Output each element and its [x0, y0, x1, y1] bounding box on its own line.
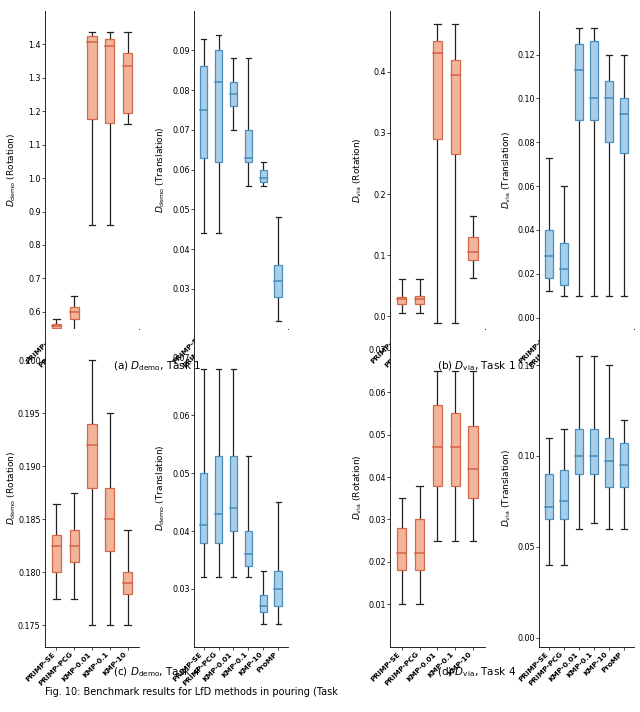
FancyBboxPatch shape: [397, 528, 406, 570]
FancyBboxPatch shape: [70, 307, 79, 319]
FancyBboxPatch shape: [87, 424, 97, 488]
FancyBboxPatch shape: [397, 297, 406, 304]
Y-axis label: $D_{\mathrm{demo}}$ (Translation): $D_{\mathrm{demo}}$ (Translation): [155, 444, 168, 531]
FancyBboxPatch shape: [433, 405, 442, 486]
FancyBboxPatch shape: [87, 36, 97, 120]
Y-axis label: $D_{\mathrm{demo}}$ (Rotation): $D_{\mathrm{demo}}$ (Rotation): [6, 451, 19, 525]
FancyBboxPatch shape: [560, 243, 568, 285]
FancyBboxPatch shape: [105, 488, 115, 551]
FancyBboxPatch shape: [468, 426, 477, 498]
FancyBboxPatch shape: [259, 169, 268, 182]
Y-axis label: $D_{\mathrm{via}}$ (Rotation): $D_{\mathrm{via}}$ (Rotation): [351, 137, 364, 202]
FancyBboxPatch shape: [433, 41, 442, 139]
FancyBboxPatch shape: [575, 429, 583, 474]
FancyBboxPatch shape: [605, 438, 612, 487]
FancyBboxPatch shape: [244, 531, 252, 566]
FancyBboxPatch shape: [275, 265, 282, 297]
FancyBboxPatch shape: [259, 595, 268, 612]
FancyBboxPatch shape: [52, 535, 61, 572]
Text: (d) $D_{\mathrm{via}}$, Task 4: (d) $D_{\mathrm{via}}$, Task 4: [437, 666, 516, 679]
FancyBboxPatch shape: [605, 81, 612, 142]
FancyBboxPatch shape: [230, 82, 237, 106]
FancyBboxPatch shape: [123, 53, 132, 112]
Y-axis label: $D_{\mathrm{via}}$ (Translation): $D_{\mathrm{via}}$ (Translation): [500, 449, 513, 527]
Y-axis label: $D_{\mathrm{via}}$ (Translation): $D_{\mathrm{via}}$ (Translation): [500, 131, 513, 209]
FancyBboxPatch shape: [200, 66, 207, 158]
FancyBboxPatch shape: [468, 237, 477, 260]
Text: Fig. 10: Benchmark results for LfD methods in pouring (Task: Fig. 10: Benchmark results for LfD metho…: [45, 687, 338, 697]
Text: (c) $D_{\mathrm{demo}}$, Task 4: (c) $D_{\mathrm{demo}}$, Task 4: [113, 666, 201, 679]
Y-axis label: $D_{\mathrm{demo}}$ (Translation): $D_{\mathrm{demo}}$ (Translation): [155, 127, 168, 213]
FancyBboxPatch shape: [275, 572, 282, 606]
FancyBboxPatch shape: [620, 443, 628, 487]
FancyBboxPatch shape: [244, 130, 252, 162]
FancyBboxPatch shape: [214, 51, 222, 162]
FancyBboxPatch shape: [52, 324, 61, 328]
FancyBboxPatch shape: [415, 520, 424, 570]
FancyBboxPatch shape: [545, 230, 553, 278]
FancyBboxPatch shape: [123, 572, 132, 594]
FancyBboxPatch shape: [451, 414, 460, 486]
Text: (a) $D_{\mathrm{demo}}$, Task 1: (a) $D_{\mathrm{demo}}$, Task 1: [113, 360, 201, 373]
FancyBboxPatch shape: [200, 473, 207, 543]
FancyBboxPatch shape: [575, 43, 583, 120]
FancyBboxPatch shape: [590, 429, 598, 474]
FancyBboxPatch shape: [415, 296, 424, 304]
Y-axis label: $D_{\mathrm{demo}}$ (Rotation): $D_{\mathrm{demo}}$ (Rotation): [6, 132, 19, 206]
FancyBboxPatch shape: [214, 456, 222, 543]
FancyBboxPatch shape: [590, 41, 598, 120]
FancyBboxPatch shape: [70, 530, 79, 562]
FancyBboxPatch shape: [560, 471, 568, 520]
Text: (b) $D_{\mathrm{via}}$, Task 1: (b) $D_{\mathrm{via}}$, Task 1: [438, 360, 516, 373]
FancyBboxPatch shape: [105, 39, 115, 122]
Y-axis label: $D_{\mathrm{via}}$ (Rotation): $D_{\mathrm{via}}$ (Rotation): [351, 455, 364, 520]
FancyBboxPatch shape: [620, 98, 628, 153]
FancyBboxPatch shape: [230, 456, 237, 531]
FancyBboxPatch shape: [545, 474, 553, 520]
FancyBboxPatch shape: [451, 60, 460, 155]
